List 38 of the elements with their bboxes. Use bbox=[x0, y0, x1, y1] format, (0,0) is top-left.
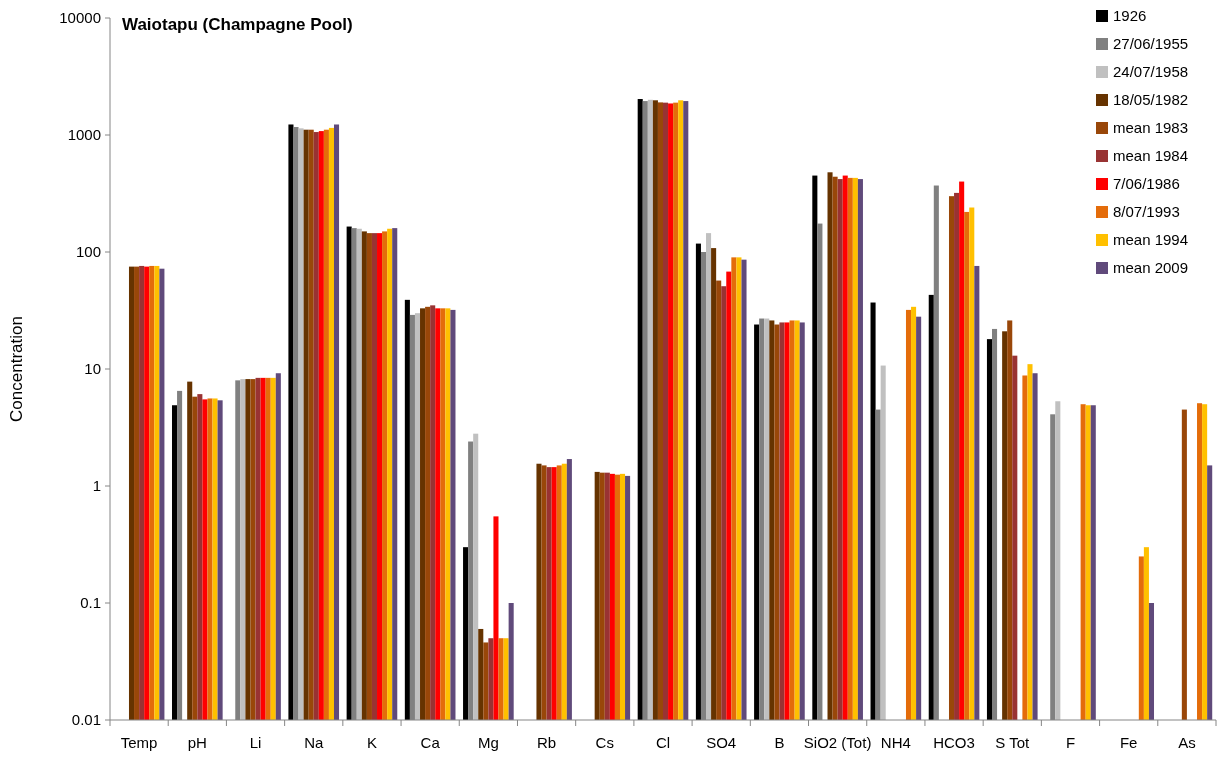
x-tick-label: F bbox=[1065, 734, 1076, 751]
legend-label: 1926 bbox=[1113, 7, 1147, 24]
x-tick-label: NH4 bbox=[880, 734, 911, 751]
legend-label: 27/06/1955 bbox=[1113, 35, 1189, 52]
x-tick-label: Fe bbox=[1119, 734, 1138, 751]
y-tick-label: 0.01 bbox=[71, 711, 101, 729]
legend-label: 7/06/1986 bbox=[1113, 175, 1180, 192]
x-tick-label: Li bbox=[249, 734, 262, 751]
x-tick-label: SO4 bbox=[706, 734, 737, 751]
x-tick-label: B bbox=[774, 734, 785, 751]
y-tick-label: 1000 bbox=[67, 126, 101, 144]
x-tick-label: Temp bbox=[120, 734, 158, 751]
legend-label: mean 1994 bbox=[1113, 231, 1189, 248]
legend-label: mean 2009 bbox=[1113, 259, 1189, 276]
y-tick-label: 100 bbox=[75, 243, 101, 261]
x-tick-label: S Tot bbox=[995, 734, 1031, 751]
x-tick-label: Rb bbox=[536, 734, 557, 751]
x-tick-label: Cl bbox=[655, 734, 671, 751]
legend-label: 18/05/1982 bbox=[1113, 91, 1189, 108]
y-tick-label: 0.1 bbox=[80, 594, 101, 612]
chart-title: Waiotapu (Champagne Pool) bbox=[122, 15, 353, 34]
x-tick-label: As bbox=[1178, 734, 1196, 751]
x-tick-label: Mg bbox=[477, 734, 499, 751]
y-tick-label: 10000 bbox=[59, 9, 101, 27]
y-tick-label: 1 bbox=[92, 477, 101, 495]
x-tick-label: Na bbox=[304, 734, 324, 751]
legend-label: 8/07/1993 bbox=[1113, 203, 1180, 220]
legend-label: mean 1984 bbox=[1113, 147, 1189, 164]
legend-label: 24/07/1958 bbox=[1113, 63, 1189, 80]
y-axis-title: Concentration bbox=[7, 316, 26, 422]
x-tick-label: SiO2 (Tot) bbox=[803, 734, 872, 751]
legend-label: mean 1983 bbox=[1113, 119, 1189, 136]
x-tick-label: HCO3 bbox=[933, 734, 975, 751]
x-tick-label: K bbox=[366, 734, 377, 751]
x-tick-label: pH bbox=[187, 734, 207, 751]
y-tick-label: 10 bbox=[84, 360, 101, 378]
x-tick-label: Ca bbox=[420, 734, 441, 751]
x-tick-label: Cs bbox=[595, 734, 614, 751]
